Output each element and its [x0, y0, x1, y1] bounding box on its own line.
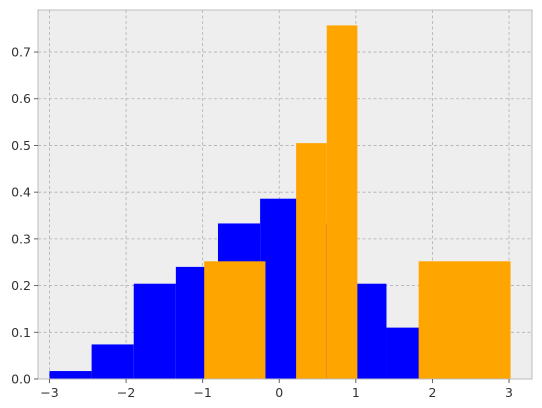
x-tick-label-3: 0: [275, 385, 283, 400]
x-tick-label-0: −3: [40, 385, 58, 400]
bar-series1-bin2: [326, 25, 358, 380]
bar-series0-bin5: [260, 198, 303, 379]
y-axis-ticks: 0.0 0.1 0.2 0.3 0.4 0.5 0.6 0.7: [11, 45, 38, 387]
bar-series0-bin1: [91, 344, 134, 379]
bar-series0-bin0: [49, 371, 92, 379]
y-tick-label-6: 0.6: [11, 91, 31, 106]
y-tick-label-5: 0.5: [11, 138, 31, 153]
y-tick-label-7: 0.7: [11, 45, 31, 60]
bar-series1-bin0: [204, 261, 266, 379]
y-tick-label-4: 0.4: [11, 185, 31, 200]
x-axis-ticks: −3 −2 −1 0 1 2 3: [40, 379, 513, 400]
y-tick-label-1: 0.1: [11, 325, 31, 340]
x-tick-label-1: −2: [117, 385, 135, 400]
x-tick-label-4: 1: [352, 385, 360, 400]
bar-series0-bin2: [133, 283, 176, 379]
x-tick-label-6: 3: [505, 385, 513, 400]
y-tick-label-2: 0.2: [11, 278, 31, 293]
histogram-bars: [49, 25, 511, 380]
x-tick-label-5: 2: [428, 385, 436, 400]
bar-series1-bin3: [418, 261, 511, 379]
y-tick-label-0: 0.0: [11, 372, 31, 387]
x-tick-label-2: −1: [193, 385, 211, 400]
y-tick-label-3: 0.3: [11, 231, 31, 246]
bar-series1-bin1: [296, 143, 327, 379]
plot-frame: [37, 9, 533, 380]
